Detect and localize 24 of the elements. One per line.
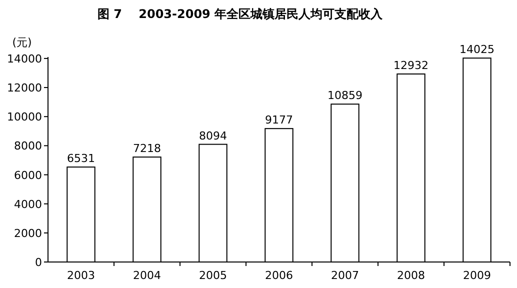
data-label: 9177 xyxy=(265,114,293,127)
y-tick-label: 12000 xyxy=(7,82,42,95)
x-tick-label: 2006 xyxy=(265,269,293,282)
y-tick-label: 8000 xyxy=(14,140,42,153)
x-tick-label: 2007 xyxy=(331,269,359,282)
y-tick-label: 6000 xyxy=(14,168,42,182)
y-tick-label: 0 xyxy=(35,256,42,269)
data-label: 6531 xyxy=(67,152,95,166)
data-label: 12932 xyxy=(394,58,428,72)
data-label: 8094 xyxy=(199,129,227,142)
title: 图 7 2003-2009 年全区城镇居民人均可支配收入 xyxy=(97,7,383,21)
data-label: 10859 xyxy=(328,89,362,102)
x-tick-label: 2009 xyxy=(463,269,491,282)
data-label: 14025 xyxy=(460,43,494,56)
y-tick-label: 4000 xyxy=(14,198,42,211)
ylabel: (元) xyxy=(12,36,32,49)
data-label: 7218 xyxy=(133,142,161,156)
x-tick-label: 2004 xyxy=(133,269,161,282)
y-tick-label: 10000 xyxy=(7,110,42,124)
x-tick-label: 2005 xyxy=(199,269,227,282)
y-tick-label: 14000 xyxy=(7,52,42,66)
x-tick-label: 2008 xyxy=(397,269,425,282)
x-tick-label: 2003 xyxy=(67,269,95,282)
y-tick-label: 2000 xyxy=(14,226,42,240)
